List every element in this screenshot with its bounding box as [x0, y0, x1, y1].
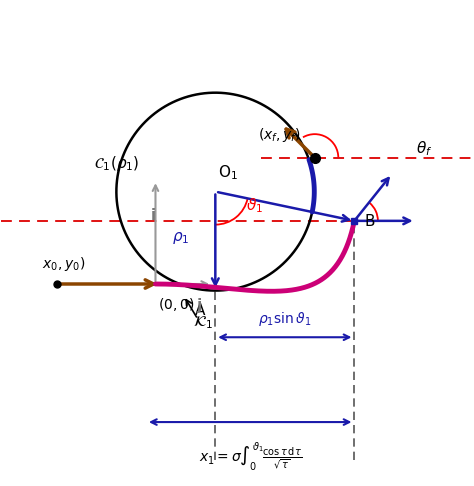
Text: $\mathrm{B}$: $\mathrm{B}$	[364, 213, 375, 229]
Text: $x_0, y_0)$: $x_0, y_0)$	[42, 255, 86, 273]
Text: $(0,0)$: $(0,0)$	[158, 296, 194, 313]
Text: $\mathcal{C}_1(\rho_1)$: $\mathcal{C}_1(\rho_1)$	[93, 154, 139, 173]
Text: $\rho_1 \sin \vartheta_1$: $\rho_1 \sin \vartheta_1$	[258, 310, 311, 328]
Text: $(x_f, y_f)$: $(x_f, y_f)$	[258, 125, 301, 143]
Text: $\theta_f$: $\theta_f$	[416, 139, 432, 157]
Text: $\mathbf{i}$: $\mathbf{i}$	[150, 207, 156, 223]
Text: $x_1 = \sigma \int_0^{\vartheta_1} \frac{\cos\tau\,\mathrm{d}\tau}{\sqrt{\tau}}$: $x_1 = \sigma \int_0^{\vartheta_1} \frac…	[199, 441, 302, 473]
Text: $\mathbf{j}$: $\mathbf{j}$	[196, 296, 202, 315]
Text: $\mathrm{O}_1$: $\mathrm{O}_1$	[218, 163, 237, 182]
Text: $\mathrm{A}$: $\mathrm{A}$	[193, 302, 206, 318]
Text: $\vartheta_1$: $\vartheta_1$	[246, 196, 263, 215]
Text: $\rho_1$: $\rho_1$	[172, 230, 190, 246]
Text: $\mathcal{K}_1$: $\mathcal{K}_1$	[193, 314, 213, 331]
